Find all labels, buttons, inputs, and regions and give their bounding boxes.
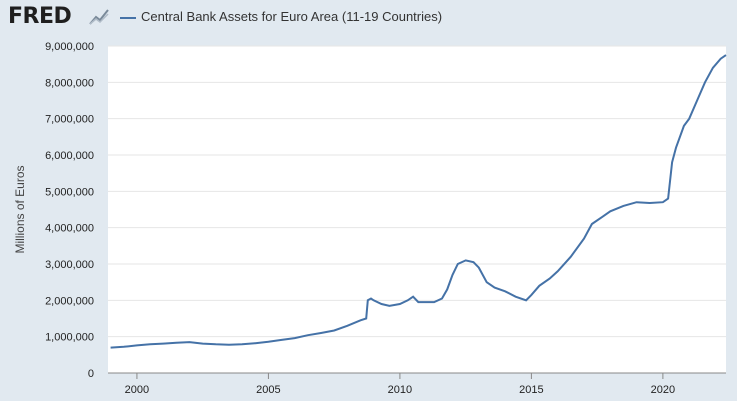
y-tick-label: 1,000,000 (45, 332, 94, 344)
y-tick-label: 0 (88, 368, 94, 380)
y-tick-label: 9,000,000 (45, 41, 94, 53)
y-tick-label: 8,000,000 (45, 77, 94, 89)
y-tick-labels: 0 1,000,000 2,000,000 3,000,000 4,000,000 5,0… (45, 41, 94, 380)
legend-label[interactable]: Central Bank Assets for Euro Area (11-19… (141, 9, 443, 24)
y-tick-label: 2,000,000 (45, 295, 94, 307)
x-tick-label: 2015 (519, 384, 543, 396)
y-tick-label: 6,000,000 (45, 150, 94, 162)
plot-background (108, 46, 726, 373)
y-tick-label: 5,000,000 (45, 186, 94, 198)
chart-header: FRED Central Bank Assets for Euro Area (… (0, 0, 737, 36)
series-line (110, 54, 727, 349)
legend-swatch (120, 17, 136, 19)
y-tick-label: 3,000,000 (45, 259, 94, 271)
line-chart-icon (89, 9, 109, 25)
x-tick-label: 2005 (256, 384, 280, 396)
y-axis-label: Millions of Euros (13, 165, 27, 253)
y-tick-label: 4,000,000 (45, 223, 94, 235)
y-tick-label: 7,000,000 (45, 114, 94, 126)
x-tick-labels: 2000 2005 2010 2015 2020 (125, 373, 675, 396)
x-tick-label: 2000 (125, 384, 149, 396)
x-tick-label: 2020 (651, 384, 675, 396)
x-tick-label: 2010 (388, 384, 412, 396)
fred-logo[interactable]: FRED (8, 4, 72, 29)
